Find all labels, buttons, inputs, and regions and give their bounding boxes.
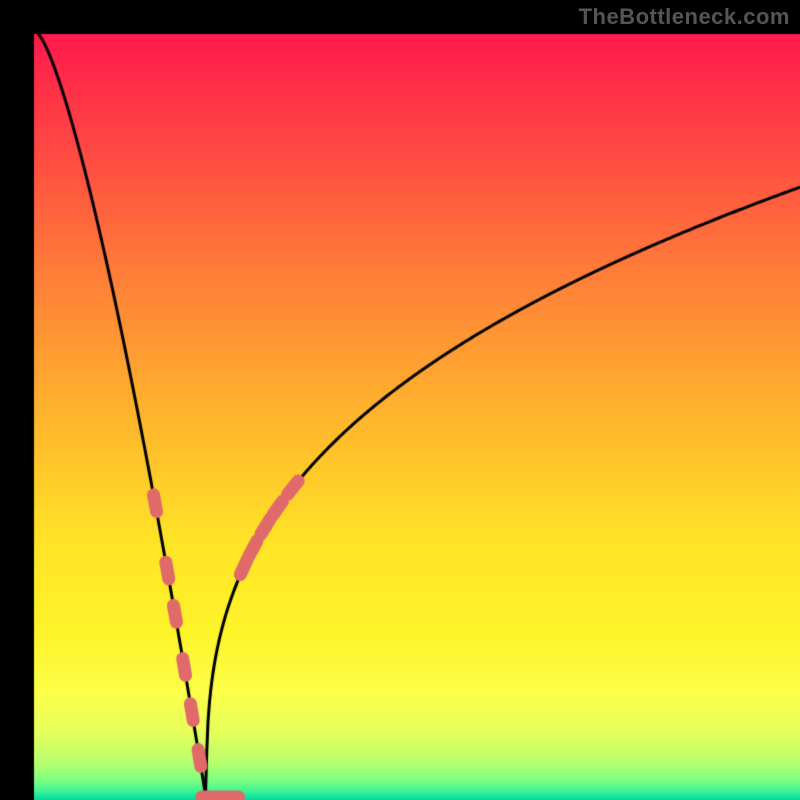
watermark-text: TheBottleneck.com [579,4,790,30]
chart-stage: TheBottleneck.com [0,0,800,800]
chart-canvas [0,0,800,800]
